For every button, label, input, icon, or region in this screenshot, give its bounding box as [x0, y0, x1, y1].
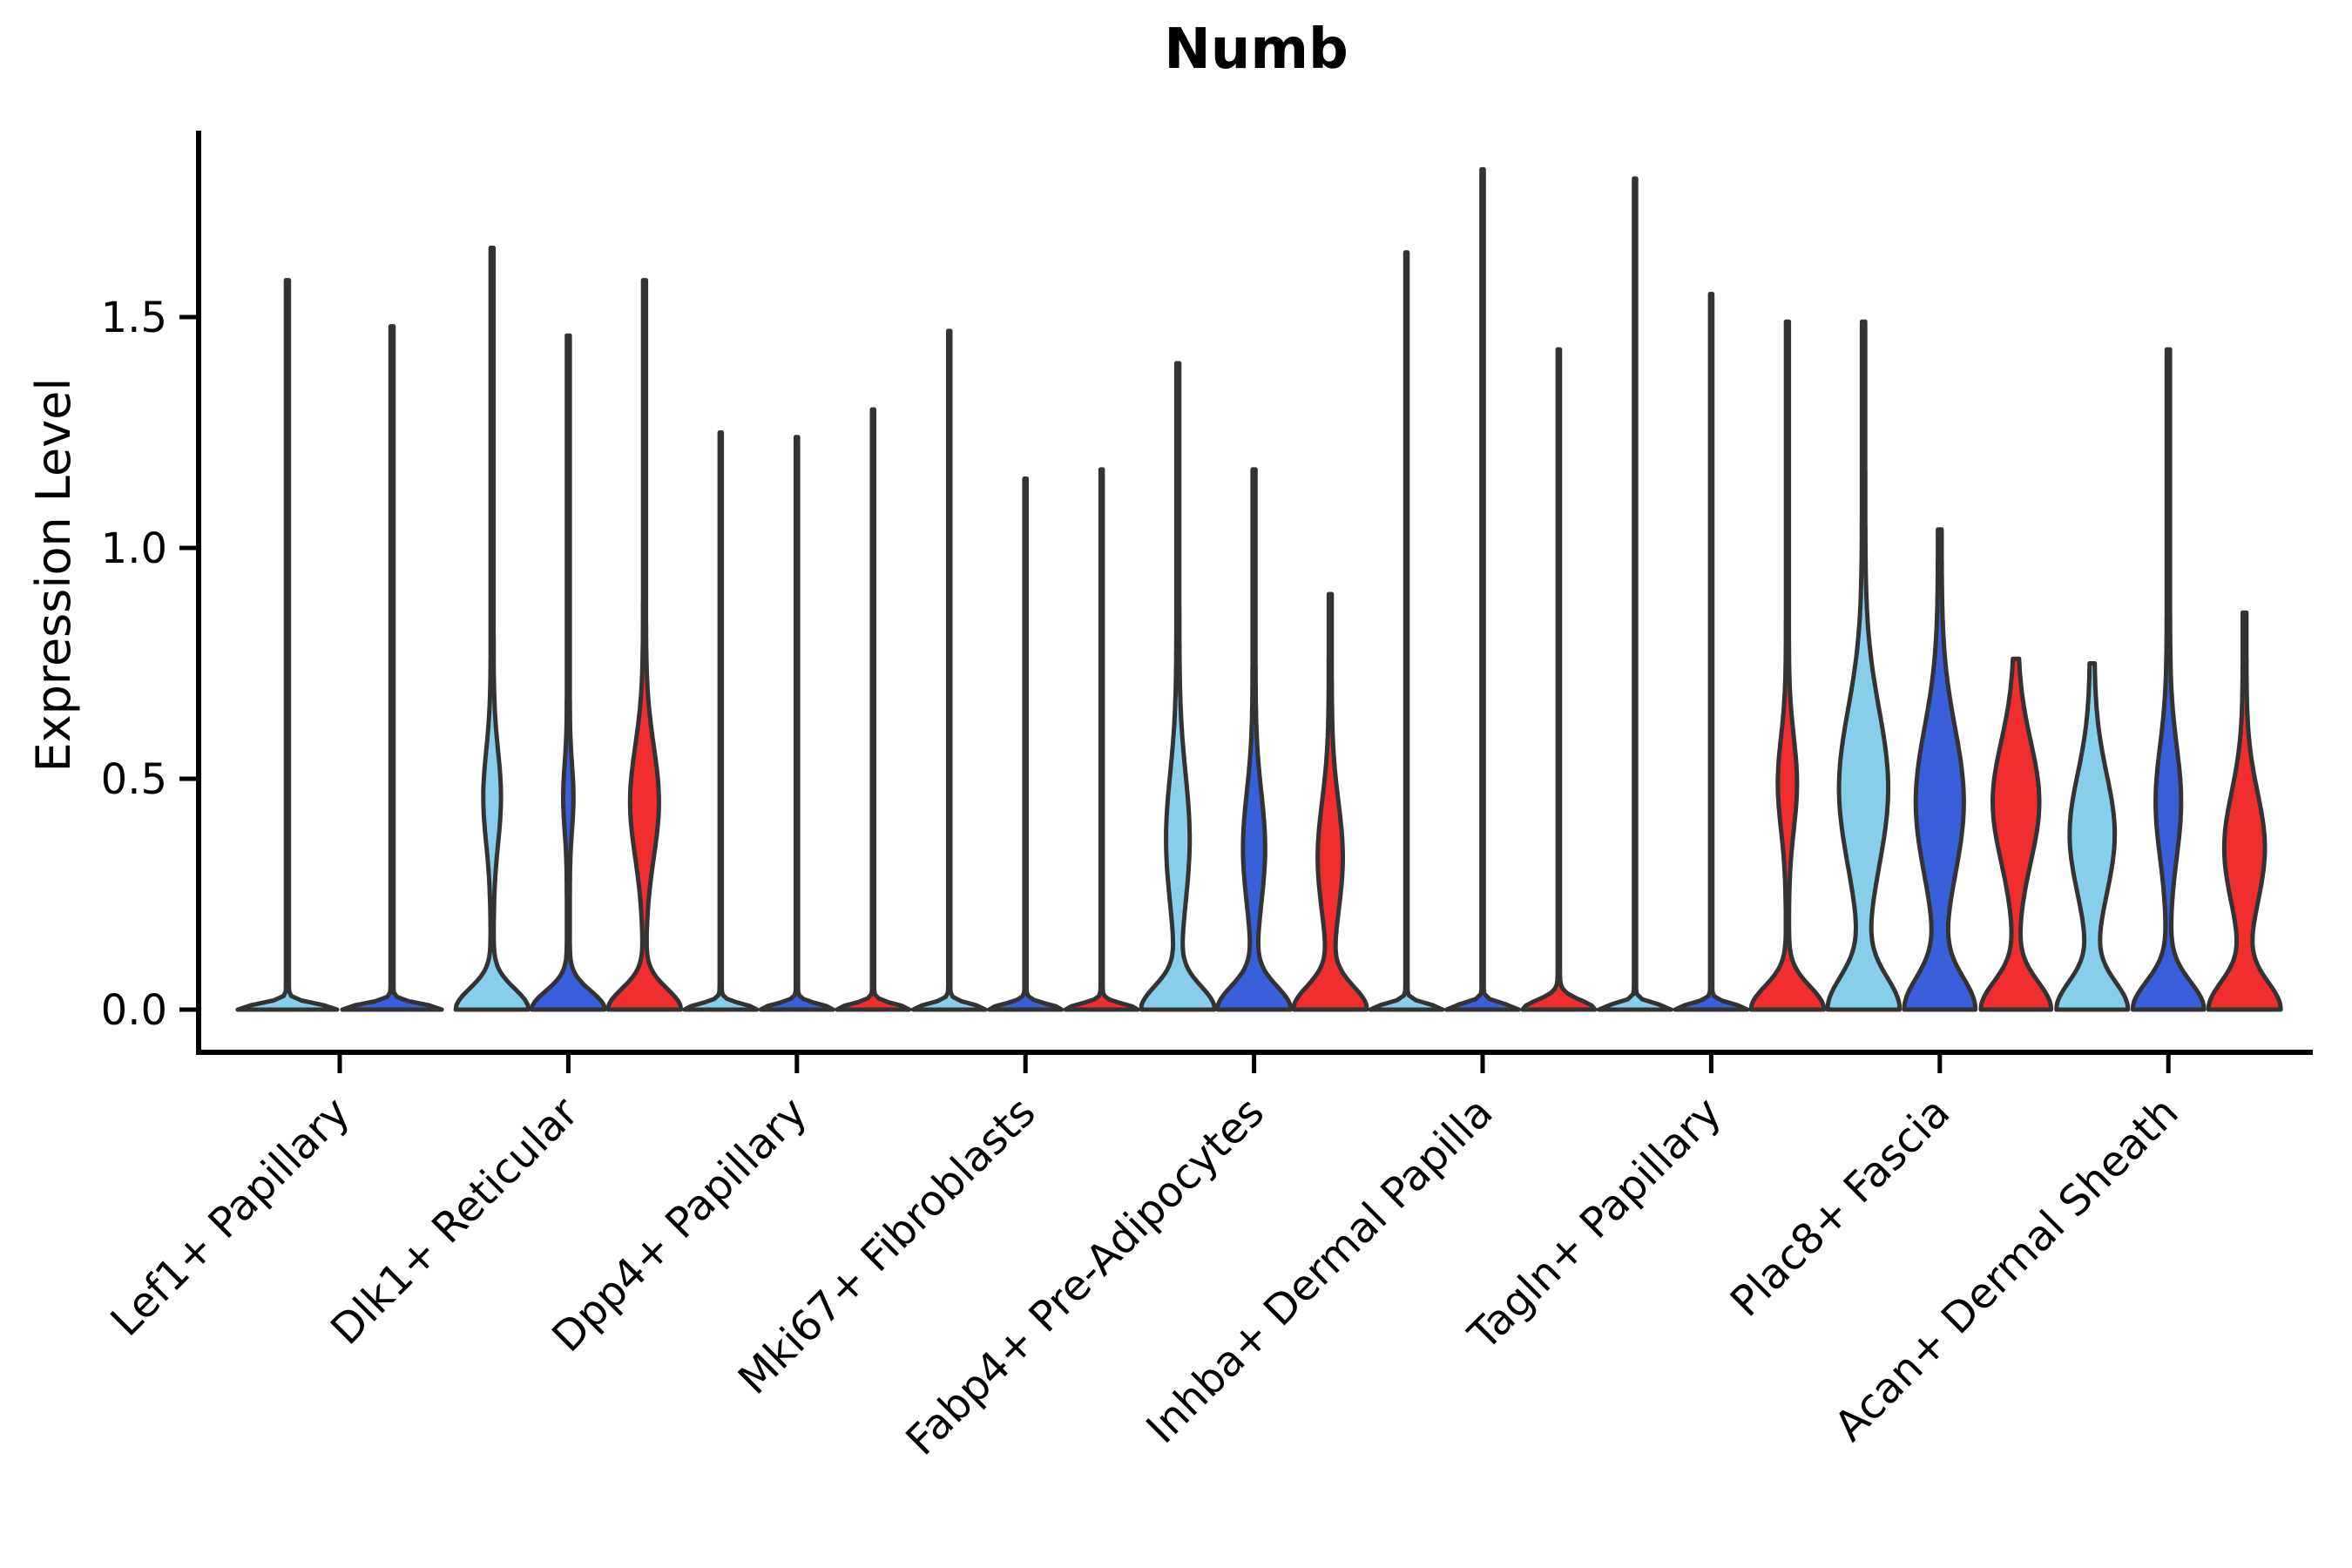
x-tick-label: Tagln+ Papillary: [1459, 1088, 1731, 1360]
violin-dlk1-reticular-s1: [530, 333, 607, 1012]
violin-acan-dermal-sheath-s0: [2054, 661, 2131, 1012]
violin-layer: [235, 166, 2283, 1012]
violin-fabp4-pre-adipocytes-s2: [1291, 591, 1369, 1012]
plot-title: Numb: [1164, 17, 1348, 82]
y-tick-label: 1.5: [101, 294, 167, 342]
violin-mki67-fibroblasts-s2: [1063, 467, 1140, 1012]
violin-acan-dermal-sheath-s2: [2206, 610, 2283, 1012]
axes-layer: [179, 131, 2313, 1073]
violin-tagln-papillary-s1: [1673, 292, 1750, 1012]
violin-plac8-fascia-s0: [1825, 319, 1903, 1012]
y-tick-label: 0.0: [101, 986, 167, 1035]
violin-plac8-fascia-s2: [1978, 656, 2054, 1012]
violin-dpp4-papillary-s0: [682, 430, 760, 1012]
violin-mki67-fibroblasts-s0: [910, 328, 988, 1012]
violin-mki67-fibroblasts-s1: [987, 476, 1064, 1012]
violin-lef1-papillary-s0: [235, 278, 340, 1012]
violin-fabp4-pre-adipocytes-s0: [1139, 361, 1217, 1012]
y-tick-label: 1.0: [101, 524, 167, 573]
violin-plac8-fascia-s1: [1902, 527, 1978, 1012]
violin-dlk1-reticular-s2: [605, 278, 684, 1012]
violin-dlk1-reticular-s0: [453, 246, 531, 1012]
x-tick-label: Dpp4+ Papillary: [543, 1088, 816, 1362]
violin-acan-dermal-sheath-s1: [2130, 347, 2207, 1012]
violin-inhba-dermal-papilla-s1: [1443, 166, 1522, 1012]
violin-dpp4-papillary-s1: [758, 435, 835, 1012]
violin-lef1-papillary-s1: [340, 324, 444, 1012]
violin-tagln-papillary-s2: [1748, 319, 1827, 1012]
violin-inhba-dermal-papilla-s0: [1368, 250, 1445, 1012]
y-axis-label: Expression Level: [26, 378, 81, 773]
x-tick-label: Plac8+ Fascia: [1721, 1088, 1960, 1327]
violin-fabp4-pre-adipocytes-s1: [1215, 467, 1293, 1012]
violin-tagln-papillary-s0: [1596, 176, 1673, 1012]
x-tick-label: Dlk1+ Reticular: [321, 1088, 588, 1355]
x-tick-label: Lef1+ Papillary: [102, 1088, 360, 1346]
violin-inhba-dermal-papilla-s2: [1520, 347, 1598, 1012]
y-tick-label: 0.5: [101, 755, 167, 804]
violin-dpp4-papillary-s2: [835, 407, 912, 1012]
